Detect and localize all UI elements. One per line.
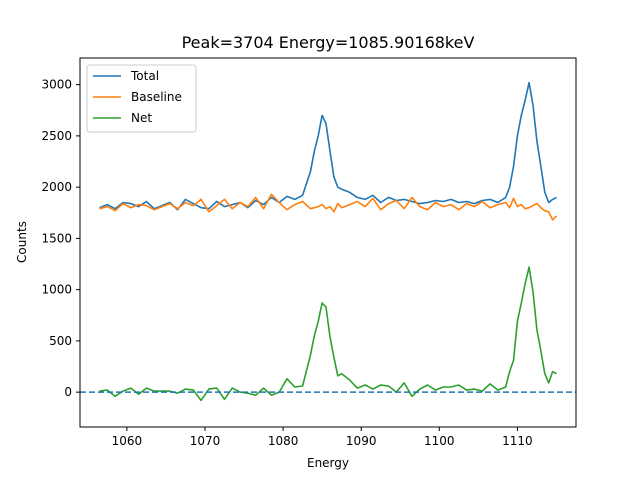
y-tick-label: 0 <box>64 385 72 399</box>
y-tick-label: 1000 <box>41 283 72 297</box>
x-tick-label: 1060 <box>112 434 143 448</box>
x-axis-label: Energy <box>307 456 349 470</box>
x-tick-label: 1080 <box>268 434 299 448</box>
legend-label-net: Net <box>131 111 152 125</box>
series-line-baseline <box>99 193 558 221</box>
plot-area: 1060 1070 1080 1090 1100 1110 0 500 1000 1500 200… <box>41 57 577 448</box>
legend-label-baseline: Baseline <box>131 90 182 104</box>
plot-frame <box>79 57 577 428</box>
y-tick-label: 2500 <box>41 129 72 143</box>
y-tick-label: 3000 <box>41 78 72 92</box>
x-tick-label: 1090 <box>346 434 377 448</box>
series-layer <box>80 81 576 402</box>
series-line-net <box>99 266 557 402</box>
legend-box <box>86 64 197 133</box>
x-tick-label: 1100 <box>424 434 455 448</box>
y-tick-label: 1500 <box>41 231 72 245</box>
y-axis-ticks: 0 500 1000 1500 2000 2500 3000 <box>41 78 80 399</box>
x-tick-label: 1070 <box>190 434 221 448</box>
series-line-total <box>99 81 557 211</box>
x-tick-label: 1110 <box>502 434 533 448</box>
legend: Total Baseline Net <box>86 64 197 133</box>
legend-label-total: Total <box>130 69 159 83</box>
y-axis-label: Counts <box>15 221 29 263</box>
x-axis-ticks: 1060 1070 1080 1090 1100 1110 <box>112 427 533 448</box>
chart-title: Peak=3704 Energy=1085.90168keV <box>182 33 475 52</box>
y-tick-label: 500 <box>49 334 72 348</box>
y-tick-label: 2000 <box>41 180 72 194</box>
